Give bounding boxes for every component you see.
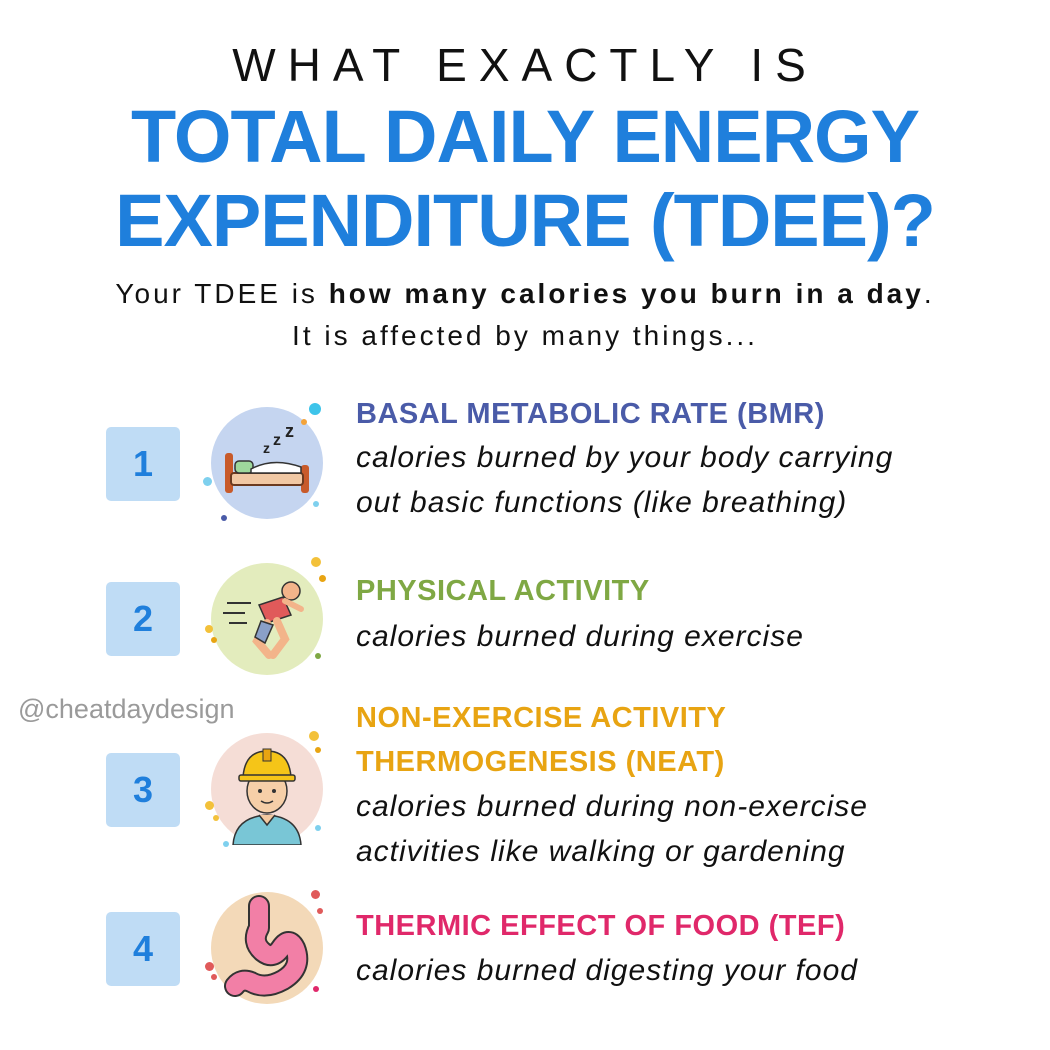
- construction-worker-icon: [203, 725, 333, 855]
- main-title-line-1: TOTAL DAILY ENERGY: [131, 95, 920, 178]
- item-desc-tef: calories burned digesting your food: [356, 954, 858, 987]
- item-number-2: 2: [106, 582, 180, 656]
- intro-line-2: It is affected by many things...: [292, 320, 758, 351]
- stomach-icon: [203, 884, 333, 1014]
- running-person-icon: [203, 555, 333, 685]
- item-desc-bmr-line-1: calories burned by your body carrying: [356, 441, 894, 474]
- intro-suffix: .: [923, 278, 935, 309]
- item-number-1: 1: [106, 427, 180, 501]
- svg-text:z: z: [285, 421, 294, 441]
- svg-text:z: z: [273, 432, 281, 449]
- item-title-bmr: BASAL METABOLIC RATE (BMR): [356, 398, 825, 430]
- intro-bold: how many calories you burn in a day: [328, 278, 924, 309]
- item-desc-activity: calories burned during exercise: [356, 620, 804, 653]
- svg-text:z: z: [263, 440, 270, 456]
- intro-line-1: Your TDEE is how many calories you burn …: [0, 278, 1050, 310]
- item-title-activity: PHYSICAL ACTIVITY: [356, 575, 650, 607]
- sleeping-bed-icon: z z z: [203, 399, 333, 529]
- item-desc-neat-line-1: calories burned during non-exercise: [356, 790, 868, 823]
- kicker-text: WHAT EXACTLY IS: [232, 39, 818, 91]
- item-desc-neat-line-2: activities like walking or gardening: [356, 835, 846, 868]
- item-number-3: 3: [106, 753, 180, 827]
- item-desc-bmr-line-2: out basic functions (like breathing): [356, 486, 848, 519]
- item-title-neat-line-1: NON-EXERCISE ACTIVITY: [356, 702, 727, 734]
- watermark-handle: @cheatdaydesign: [18, 694, 235, 724]
- item-number-4: 4: [106, 912, 180, 986]
- main-title-line-2: EXPENDITURE (TDEE)?: [115, 179, 936, 262]
- item-title-tef: THERMIC EFFECT OF FOOD (TEF): [356, 910, 846, 942]
- item-title-neat-line-2: THERMOGENESIS (NEAT): [356, 746, 725, 778]
- intro-prefix: Your TDEE is: [115, 278, 329, 309]
